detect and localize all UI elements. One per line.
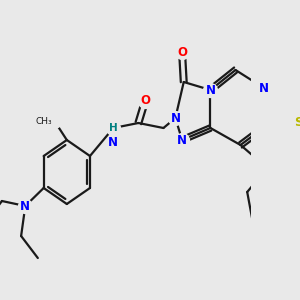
Text: CH₃: CH₃	[36, 118, 52, 127]
Text: N: N	[20, 200, 30, 212]
Text: N: N	[259, 82, 269, 94]
Text: N: N	[108, 136, 118, 148]
Text: H: H	[109, 123, 118, 133]
Text: O: O	[177, 46, 187, 59]
Text: S: S	[295, 116, 300, 128]
Text: N: N	[177, 134, 187, 146]
Text: N: N	[206, 83, 215, 97]
Text: O: O	[140, 94, 150, 107]
Text: N: N	[170, 112, 180, 124]
